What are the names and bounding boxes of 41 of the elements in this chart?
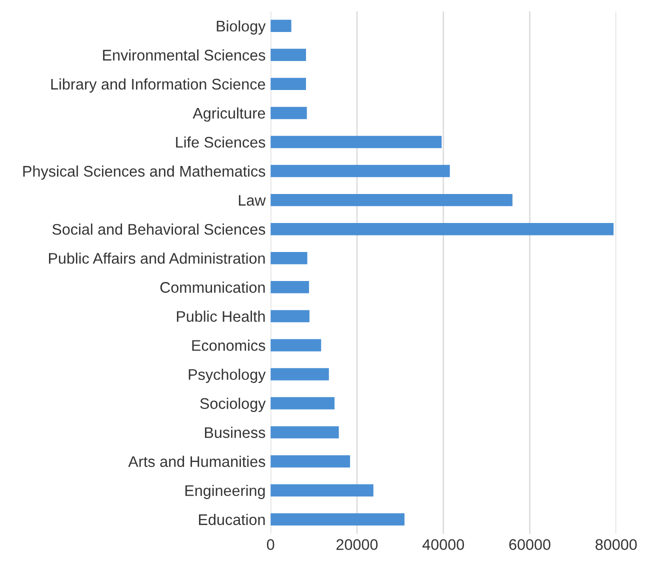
x-tick-label: 60000 bbox=[509, 539, 550, 550]
bar bbox=[270, 78, 306, 90]
y-tick-label: Psychology bbox=[188, 368, 266, 383]
x-tick-label: 80000 bbox=[596, 539, 637, 550]
bar bbox=[270, 222, 614, 236]
y-tick-label: Engineering bbox=[185, 484, 265, 500]
y-tick-label: Environmental Sciences bbox=[103, 49, 266, 61]
y-tick-label: Physical Sciences and Mathematics bbox=[23, 165, 266, 180]
bar bbox=[270, 136, 442, 148]
y-tick-label: Biology bbox=[216, 20, 266, 35]
y-tick-label: Public Health bbox=[176, 310, 265, 322]
bar bbox=[270, 194, 512, 206]
y-tick-label: Life Sciences bbox=[176, 136, 266, 148]
bar bbox=[270, 339, 322, 352]
x-tick-label: 20000 bbox=[336, 539, 378, 550]
bar bbox=[270, 310, 310, 322]
x-tick-label: 40000 bbox=[422, 539, 464, 550]
bar bbox=[270, 20, 292, 32]
y-tick-label: Economics bbox=[192, 340, 266, 351]
bar bbox=[270, 455, 350, 468]
y-tick-label: Communication bbox=[160, 282, 265, 293]
y-tick-label: Public Affairs and Administration bbox=[49, 252, 265, 264]
bar bbox=[270, 426, 339, 438]
y-tick-label: Agriculture bbox=[192, 107, 266, 122]
y-tick-label: Education bbox=[199, 514, 265, 526]
bar bbox=[270, 484, 374, 496]
bar bbox=[270, 397, 335, 410]
y-tick-label: Sociology bbox=[200, 398, 266, 412]
y-tick-label: Business bbox=[204, 426, 266, 438]
bar bbox=[270, 368, 329, 380]
bar bbox=[270, 513, 404, 526]
bar bbox=[270, 164, 450, 178]
bar bbox=[270, 252, 308, 264]
x-tick-label: 0 bbox=[266, 539, 274, 550]
bar bbox=[270, 106, 307, 120]
y-tick-label: Library and Information Science bbox=[51, 78, 266, 93]
y-tick-label: Arts and Humanities bbox=[128, 456, 266, 468]
bar bbox=[270, 281, 310, 294]
bar bbox=[270, 48, 306, 62]
y-tick-label: Law bbox=[238, 195, 266, 206]
y-tick-label: Social and Behavioral Sciences bbox=[52, 224, 266, 235]
